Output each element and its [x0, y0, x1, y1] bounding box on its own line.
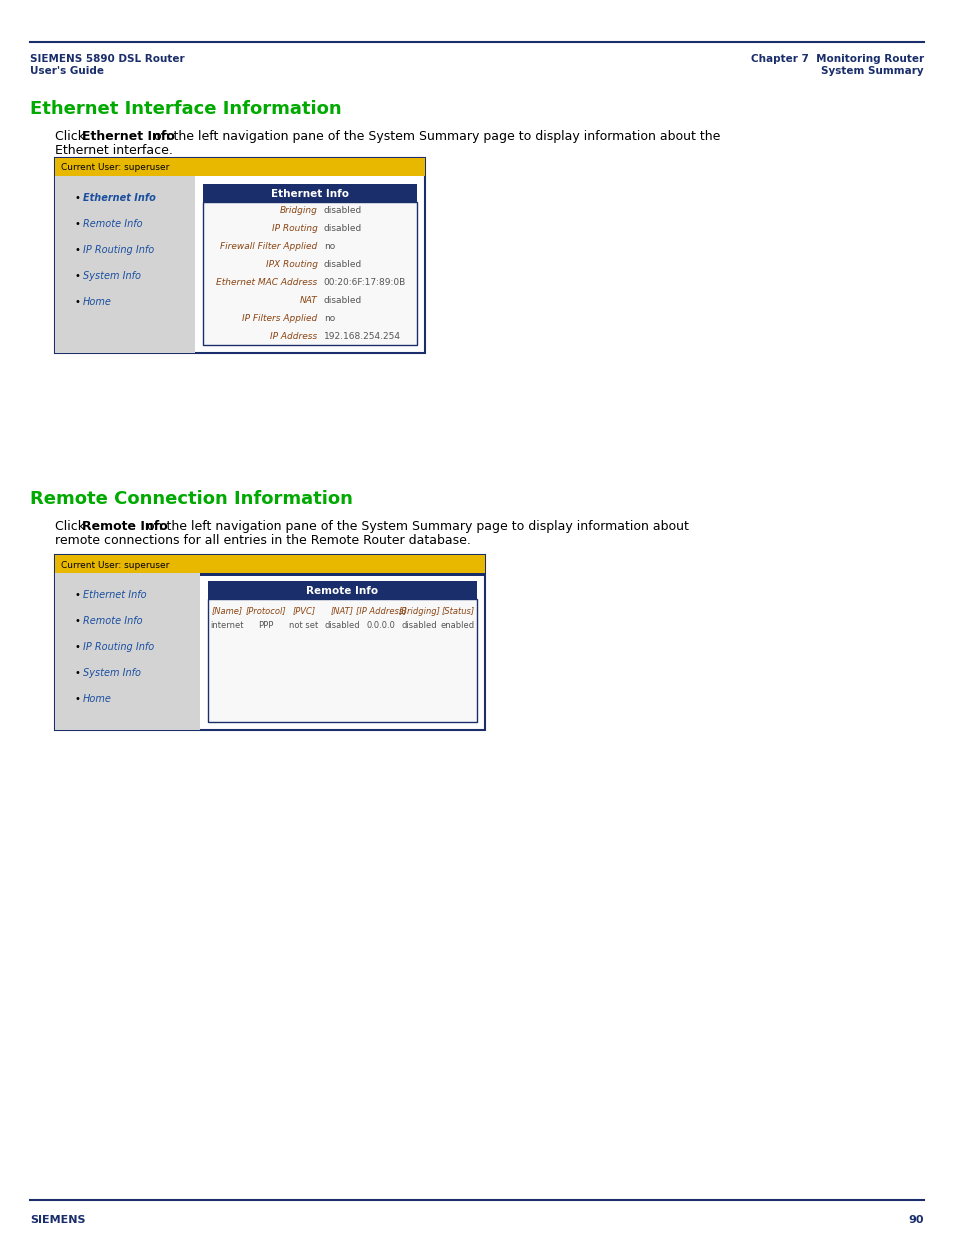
- Bar: [55, 573, 484, 576]
- Text: Current User: superuser: Current User: superuser: [61, 561, 170, 569]
- Text: IP Address: IP Address: [270, 331, 317, 341]
- Text: IP Filters Applied: IP Filters Applied: [242, 314, 317, 322]
- Bar: [208, 580, 476, 599]
- Text: •: •: [75, 270, 81, 282]
- Text: Current User: superuser: Current User: superuser: [61, 163, 170, 173]
- Text: enabled: enabled: [440, 620, 475, 630]
- Text: •: •: [75, 245, 81, 254]
- Bar: [55, 158, 424, 177]
- Text: Home: Home: [83, 296, 112, 308]
- Text: no: no: [323, 242, 335, 251]
- Text: Remote Info: Remote Info: [306, 585, 378, 597]
- Bar: [203, 203, 416, 345]
- Text: 90: 90: [907, 1215, 923, 1225]
- Text: [IP Address]: [IP Address]: [355, 606, 406, 615]
- Text: disabled: disabled: [323, 206, 361, 215]
- Text: disabled: disabled: [401, 620, 436, 630]
- Text: SIEMENS: SIEMENS: [30, 1215, 86, 1225]
- Text: System Summary: System Summary: [821, 65, 923, 77]
- Text: [Status]: [Status]: [440, 606, 474, 615]
- Text: System Info: System Info: [83, 668, 141, 678]
- Text: PPP: PPP: [257, 620, 274, 630]
- Text: Ethernet Info: Ethernet Info: [82, 130, 174, 143]
- Bar: [55, 177, 194, 353]
- Text: User's Guide: User's Guide: [30, 65, 104, 77]
- Text: [PVC]: [PVC]: [293, 606, 315, 615]
- Text: IP Routing: IP Routing: [272, 225, 317, 233]
- Text: disabled: disabled: [323, 296, 361, 305]
- Text: IP Routing Info: IP Routing Info: [83, 642, 154, 652]
- Text: remote connections for all entries in the Remote Router database.: remote connections for all entries in th…: [55, 534, 471, 547]
- Text: Remote Info: Remote Info: [83, 219, 143, 228]
- Text: Remote Info: Remote Info: [83, 616, 143, 626]
- Text: Chapter 7  Monitoring Router: Chapter 7 Monitoring Router: [750, 54, 923, 64]
- Text: Home: Home: [83, 694, 112, 704]
- Bar: [55, 158, 424, 353]
- Text: [Protocol]: [Protocol]: [245, 606, 286, 615]
- Text: SIEMENS 5890 DSL Router: SIEMENS 5890 DSL Router: [30, 54, 185, 64]
- Text: [Bridging]: [Bridging]: [398, 606, 440, 615]
- Text: NAT: NAT: [299, 296, 317, 305]
- Text: 00:20:6F:17:89:0B: 00:20:6F:17:89:0B: [323, 278, 406, 287]
- Text: •: •: [75, 694, 81, 704]
- Text: IPX Routing: IPX Routing: [266, 261, 317, 269]
- Text: Ethernet MAC Address: Ethernet MAC Address: [216, 278, 317, 287]
- Text: •: •: [75, 296, 81, 308]
- Text: •: •: [75, 668, 81, 678]
- Text: not set: not set: [289, 620, 318, 630]
- Text: Ethernet Info: Ethernet Info: [83, 193, 155, 203]
- Text: on the left navigation pane of the System Summary page to display information ab: on the left navigation pane of the Syste…: [143, 520, 688, 534]
- Text: •: •: [75, 616, 81, 626]
- Text: Ethernet interface.: Ethernet interface.: [55, 144, 172, 157]
- Text: [NAT]: [NAT]: [331, 606, 354, 615]
- Text: Remote Info: Remote Info: [82, 520, 168, 534]
- Text: Ethernet Info: Ethernet Info: [83, 590, 147, 600]
- Text: no: no: [323, 314, 335, 322]
- Text: Ethernet Info: Ethernet Info: [271, 189, 349, 199]
- Text: 192.168.254.254: 192.168.254.254: [323, 331, 400, 341]
- Bar: [208, 599, 476, 722]
- Text: [Name]: [Name]: [212, 606, 242, 615]
- Text: System Info: System Info: [83, 270, 141, 282]
- Text: disabled: disabled: [323, 261, 361, 269]
- Text: disabled: disabled: [323, 225, 361, 233]
- Text: Firewall Filter Applied: Firewall Filter Applied: [220, 242, 317, 251]
- Bar: [55, 573, 200, 730]
- Text: •: •: [75, 590, 81, 600]
- Text: •: •: [75, 193, 81, 203]
- Text: Bridging: Bridging: [279, 206, 317, 215]
- Text: Click: Click: [55, 520, 89, 534]
- Text: Remote Connection Information: Remote Connection Information: [30, 490, 353, 508]
- Text: •: •: [75, 642, 81, 652]
- Bar: [203, 184, 416, 203]
- Text: on the left navigation pane of the System Summary page to display information ab: on the left navigation pane of the Syste…: [150, 130, 720, 143]
- Text: •: •: [75, 219, 81, 228]
- Bar: [55, 555, 484, 573]
- Bar: [55, 555, 484, 730]
- Text: Click: Click: [55, 130, 89, 143]
- Text: 0.0.0.0: 0.0.0.0: [366, 620, 395, 630]
- Text: disabled: disabled: [324, 620, 360, 630]
- Text: IP Routing Info: IP Routing Info: [83, 245, 154, 254]
- Text: Ethernet Interface Information: Ethernet Interface Information: [30, 100, 341, 119]
- Text: internet: internet: [211, 620, 244, 630]
